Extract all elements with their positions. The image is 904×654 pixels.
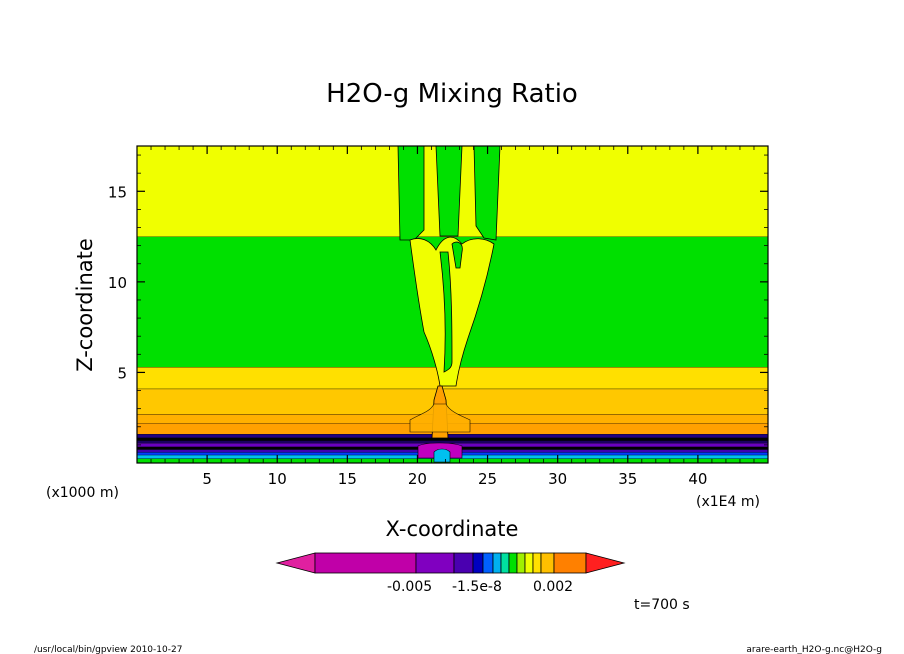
plume-green-left xyxy=(397,146,425,241)
y-tick-label-0: 5 xyxy=(117,364,127,382)
contour-band-6 xyxy=(137,440,768,444)
colorbar xyxy=(275,552,626,574)
colorbar-low-arrow xyxy=(275,552,316,574)
x-tick-label-7: 40 xyxy=(688,470,707,488)
colorbar-segment-4 xyxy=(472,552,484,574)
footer-right: arare-earth_H2O-g.nc@H2O-g xyxy=(746,645,882,654)
central-plume xyxy=(397,146,501,463)
colorbar-segment-9 xyxy=(516,552,526,574)
colorbar-segment-11 xyxy=(532,552,542,574)
time-annotation: t=700 s xyxy=(634,597,690,613)
colorbar-segment-2 xyxy=(415,552,455,574)
x-tick-label-0: 5 xyxy=(202,470,212,488)
colorbar-label-1: -0.005 xyxy=(387,579,432,595)
plume-surface-core xyxy=(433,448,451,463)
contour-band-7 xyxy=(137,437,768,441)
contour-band-8 xyxy=(137,434,768,438)
colorbar-segment-13 xyxy=(553,552,587,574)
x-axis-label: X-coordinate xyxy=(386,517,519,541)
colorbar-segment-1 xyxy=(314,552,417,574)
colorbar-segment-10 xyxy=(524,552,534,574)
colorbar-segment-8 xyxy=(508,552,518,574)
x-tick-label-5: 30 xyxy=(548,470,567,488)
plume-green-right xyxy=(473,146,501,241)
colorbar-high-arrow xyxy=(585,552,626,574)
plume-yellow xyxy=(409,236,495,387)
x-tick-label-3: 20 xyxy=(408,470,427,488)
x-tick-label-4: 25 xyxy=(478,470,497,488)
x-tick-label-6: 35 xyxy=(618,470,637,488)
footer-left: /usr/local/bin/gpview 2010-10-27 xyxy=(34,645,182,654)
chart-title: H2O-g Mixing Ratio xyxy=(326,79,578,109)
colorbar-label-2: -1.5e-8 xyxy=(452,579,502,595)
colorbar-labels: -0.005 -1.5e-8 0.002 xyxy=(387,579,573,595)
plume-green-mid xyxy=(435,146,463,237)
minor-ticks xyxy=(137,146,768,463)
plume-green-notch xyxy=(451,241,463,269)
y-axis-label: Z-coordinate xyxy=(73,238,97,372)
plume-green-core xyxy=(439,251,453,373)
contour-band-0 xyxy=(137,458,768,463)
colorbar-segment-6 xyxy=(492,552,502,574)
colorbar-label-3: 0.002 xyxy=(533,579,573,595)
y-tick-label-2: 15 xyxy=(108,183,127,201)
colorbar-segment-12 xyxy=(540,552,555,574)
plume-orange-wings xyxy=(409,403,471,433)
x-tick-label-2: 15 xyxy=(338,470,357,488)
colorbar-segment-3 xyxy=(453,552,474,574)
y-axis-ticks: 5 10 15 xyxy=(108,183,768,382)
y-unit-label: (x1000 m) xyxy=(46,485,119,501)
colorbar-segment-5 xyxy=(482,552,494,574)
contour-band-11 xyxy=(137,388,768,415)
x-axis-ticks: 5 10 15 20 25 30 35 40 xyxy=(202,146,707,488)
plot-area xyxy=(137,146,768,463)
colorbar-segment-7 xyxy=(500,552,510,574)
x-tick-label-1: 10 xyxy=(268,470,287,488)
plot-frame xyxy=(136,145,769,464)
x-unit-label: (x1E4 m) xyxy=(696,494,760,510)
y-tick-label-1: 10 xyxy=(108,274,127,292)
